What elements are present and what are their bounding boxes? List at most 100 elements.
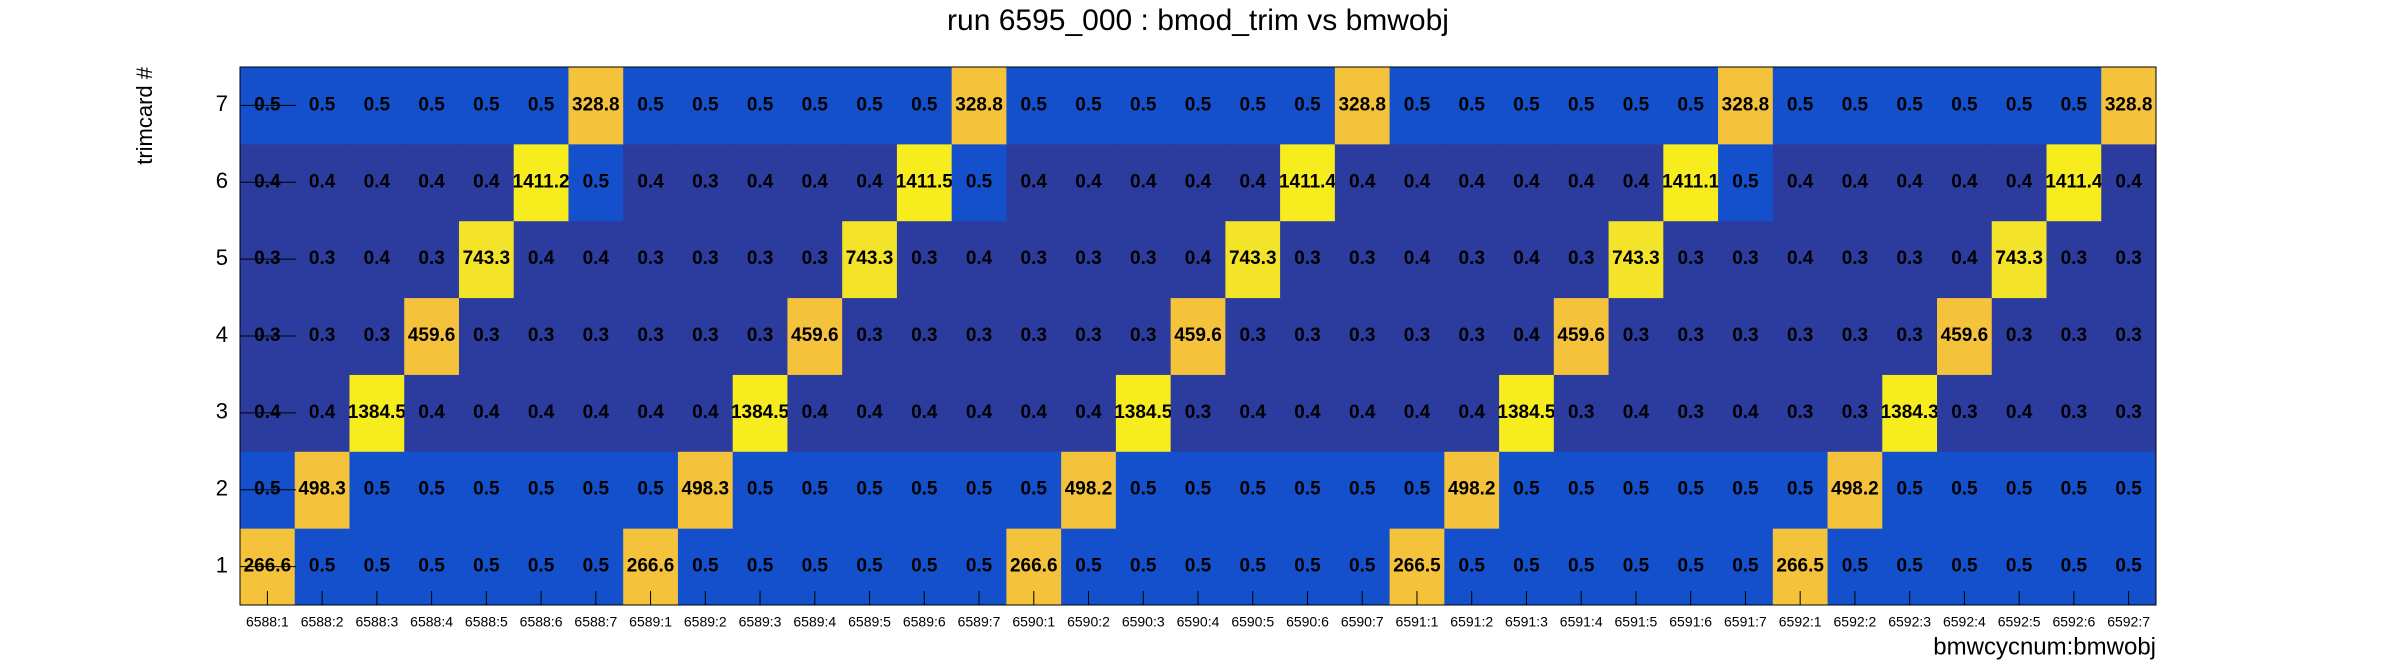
cell-label: 0.5 bbox=[1623, 556, 1650, 577]
cell-label: 0.3 bbox=[309, 248, 335, 269]
heatmap-cell bbox=[1280, 67, 1336, 145]
cell-label: 0.3 bbox=[966, 325, 992, 346]
cell-label: 0.3 bbox=[911, 248, 937, 269]
heatmap-cell bbox=[842, 297, 898, 375]
cell-label: 0.5 bbox=[1951, 556, 1978, 577]
cell-label: 0.4 bbox=[802, 402, 829, 423]
cell-label: 0.3 bbox=[692, 325, 718, 346]
cell-label: 0.3 bbox=[1842, 248, 1868, 269]
cell-label: 0.3 bbox=[692, 248, 718, 269]
cell-label: 743.3 bbox=[1612, 248, 1660, 269]
cell-label: 0.3 bbox=[747, 325, 773, 346]
cell-label: 0.5 bbox=[473, 556, 500, 577]
heatmap-cell bbox=[1280, 451, 1336, 529]
cell-label: 0.5 bbox=[1075, 94, 1102, 115]
cell-label: 0.3 bbox=[1294, 248, 1320, 269]
heatmap-cell bbox=[294, 374, 350, 452]
heatmap-cell bbox=[1389, 297, 1445, 375]
cell-label: 0.5 bbox=[418, 556, 445, 577]
x-tick-label: 6590:3 bbox=[1122, 614, 1165, 630]
cell-label: 743.3 bbox=[463, 248, 511, 269]
x-axis-label: bmwcycnum:bmwobj bbox=[1933, 633, 2156, 660]
cell-label: 0.5 bbox=[1677, 479, 1704, 500]
cell-label: 1384.5 bbox=[1114, 402, 1173, 423]
cell-label: 0.5 bbox=[747, 479, 774, 500]
cell-label: 0.3 bbox=[1732, 325, 1758, 346]
heatmap-cell bbox=[951, 67, 1007, 145]
cell-label: 0.5 bbox=[1787, 94, 1814, 115]
cell-label: 0.5 bbox=[1294, 94, 1321, 115]
cell-label: 0.3 bbox=[1349, 325, 1375, 346]
cell-label: 0.4 bbox=[802, 171, 829, 192]
cell-label: 328.8 bbox=[1722, 94, 1770, 115]
cell-label: 0.5 bbox=[418, 94, 445, 115]
cell-label: 0.3 bbox=[692, 171, 718, 192]
cell-label: 1411.1 bbox=[1662, 171, 1719, 192]
heatmap-cell bbox=[787, 451, 843, 529]
cell-label: 0.3 bbox=[1021, 248, 1047, 269]
heatmap-cell bbox=[1280, 297, 1336, 375]
x-tick-label: 6589:5 bbox=[848, 614, 891, 630]
heatmap-cell bbox=[677, 220, 734, 299]
heatmap-cell bbox=[951, 220, 1007, 299]
heatmap-cell bbox=[1827, 67, 1883, 145]
cell-label: 0.4 bbox=[1623, 402, 1650, 423]
cell-label: 0.5 bbox=[692, 556, 719, 577]
cell-label: 0.3 bbox=[309, 325, 335, 346]
x-tick-label: 6590:7 bbox=[1341, 614, 1384, 630]
heatmap-cell bbox=[951, 297, 1007, 375]
x-tick-label: 6591:5 bbox=[1615, 614, 1658, 630]
cell-label: 0.5 bbox=[1951, 94, 1978, 115]
cell-label: 0.3 bbox=[364, 325, 390, 346]
cell-label: 0.3 bbox=[1404, 325, 1430, 346]
cell-label: 0.4 bbox=[1459, 402, 1486, 423]
heatmap-cell bbox=[1991, 67, 2048, 145]
cell-label: 0.5 bbox=[856, 479, 883, 500]
heatmap-cell bbox=[1718, 451, 1774, 529]
x-tick-label: 6589:6 bbox=[903, 614, 946, 630]
cell-label: 0.4 bbox=[856, 171, 883, 192]
heatmap-cell bbox=[1663, 374, 1719, 452]
x-tick-label: 6588:2 bbox=[301, 614, 344, 630]
cell-label: 1411.4 bbox=[2045, 171, 2102, 192]
heatmap-cell bbox=[623, 451, 679, 529]
cell-label: 0.4 bbox=[1951, 248, 1978, 269]
heatmap-cell bbox=[1553, 220, 1610, 299]
cell-label: 0.5 bbox=[309, 556, 336, 577]
heatmap-cell bbox=[1389, 374, 1445, 452]
cell-label: 498.2 bbox=[1065, 479, 1113, 500]
cell-label: 0.3 bbox=[856, 325, 882, 346]
cell-label: 0.5 bbox=[911, 94, 938, 115]
cell-label: 0.4 bbox=[418, 402, 445, 423]
cell-label: 0.4 bbox=[1787, 171, 1814, 192]
cell-label: 0.4 bbox=[418, 171, 445, 192]
heatmap-cell bbox=[1115, 67, 1172, 145]
heatmap-cell bbox=[1827, 451, 1883, 529]
cell-label: 328.8 bbox=[2105, 94, 2153, 115]
cell-label: 0.4 bbox=[1349, 402, 1376, 423]
x-tick-label: 6592:2 bbox=[1834, 614, 1877, 630]
heatmap-cell bbox=[677, 374, 734, 452]
heatmap-cell bbox=[1882, 220, 1938, 299]
cell-label: 0.4 bbox=[1075, 171, 1102, 192]
heatmap-cell bbox=[1334, 67, 1391, 145]
cell-label: 0.4 bbox=[966, 402, 993, 423]
heatmap-cell bbox=[1115, 374, 1172, 452]
heatmap-cell bbox=[896, 143, 953, 222]
heatmap-cell bbox=[1608, 451, 1664, 529]
heatmap-cell bbox=[568, 67, 624, 145]
cell-label: 498.2 bbox=[1831, 479, 1879, 500]
y-axis-label: trimcard # bbox=[132, 66, 157, 165]
heatmap-cell bbox=[2101, 374, 2157, 452]
cell-label: 0.5 bbox=[528, 94, 555, 115]
heatmap-cell bbox=[349, 220, 405, 299]
heatmap-cell bbox=[2101, 67, 2157, 145]
heatmap-cell bbox=[1718, 374, 1774, 452]
heatmap-cell bbox=[732, 451, 788, 529]
cell-label: 0.3 bbox=[1677, 325, 1703, 346]
cell-label: 0.5 bbox=[1568, 556, 1595, 577]
heatmap-cell bbox=[404, 220, 460, 299]
x-tick-label: 6591:6 bbox=[1669, 614, 1712, 630]
heatmap-cell bbox=[1772, 374, 1829, 452]
cell-label: 0.5 bbox=[1677, 94, 1704, 115]
